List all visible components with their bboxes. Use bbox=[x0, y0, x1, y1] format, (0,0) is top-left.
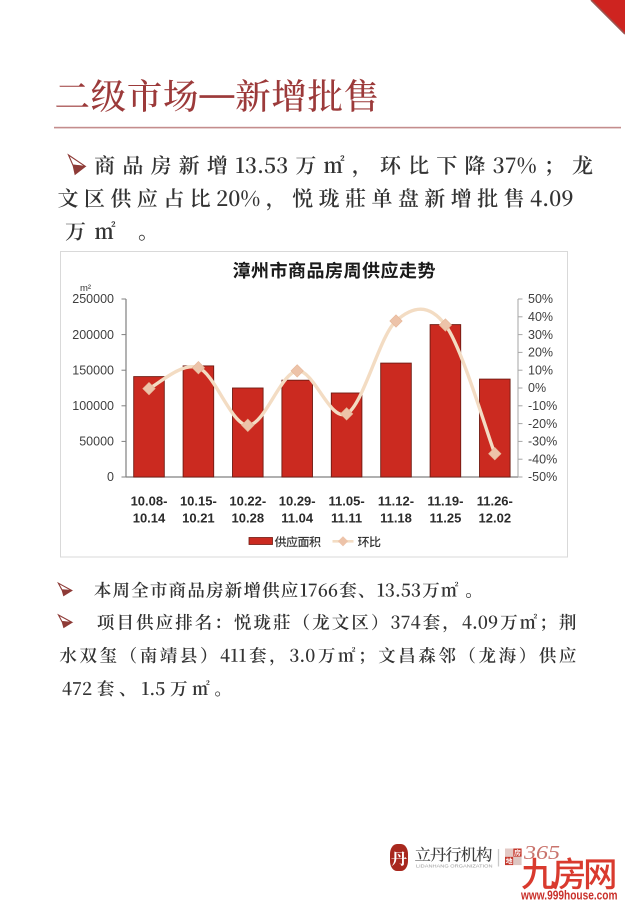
svg-text:30%: 30% bbox=[528, 328, 553, 342]
svg-text:11.04: 11.04 bbox=[281, 511, 314, 526]
svg-text:11.26-: 11.26- bbox=[477, 494, 513, 509]
svg-text:50%: 50% bbox=[528, 292, 553, 306]
svg-text:11.05-: 11.05- bbox=[329, 494, 365, 509]
svg-text:10.22-: 10.22- bbox=[229, 494, 266, 509]
svg-text:10.28: 10.28 bbox=[232, 511, 265, 526]
svg-text:www.999house.com: www.999house.com bbox=[520, 888, 617, 902]
svg-text:10.15-: 10.15- bbox=[180, 494, 217, 509]
svg-text:50000: 50000 bbox=[79, 435, 114, 449]
svg-text:11.25: 11.25 bbox=[429, 511, 461, 526]
svg-text:-10%: -10% bbox=[528, 399, 557, 413]
svg-text:100000: 100000 bbox=[72, 399, 114, 413]
svg-text:-20%: -20% bbox=[528, 417, 557, 431]
svg-text:m²: m² bbox=[80, 283, 91, 294]
svg-text:11.12-: 11.12- bbox=[378, 494, 414, 509]
svg-text:-30%: -30% bbox=[528, 435, 557, 449]
svg-text:12.02: 12.02 bbox=[479, 511, 512, 526]
svg-text:10.21: 10.21 bbox=[182, 511, 215, 526]
svg-text:20%: 20% bbox=[528, 346, 553, 360]
svg-text:-50%: -50% bbox=[528, 470, 557, 484]
svg-text:11.19-: 11.19- bbox=[427, 494, 463, 509]
svg-text:365: 365 bbox=[523, 842, 560, 864]
svg-text:250000: 250000 bbox=[72, 292, 114, 306]
svg-text:10%: 10% bbox=[528, 363, 553, 377]
svg-text:-40%: -40% bbox=[528, 452, 557, 466]
svg-text:150000: 150000 bbox=[72, 363, 114, 377]
svg-text:10.29-: 10.29- bbox=[279, 494, 316, 509]
svg-text:LIDANHANG ORGANIZATION: LIDANHANG ORGANIZATION bbox=[416, 864, 493, 870]
svg-text:40%: 40% bbox=[528, 310, 553, 324]
svg-text:0: 0 bbox=[107, 470, 114, 484]
svg-text:200000: 200000 bbox=[72, 328, 114, 342]
svg-text:10.08-: 10.08- bbox=[131, 494, 168, 509]
svg-text:0%: 0% bbox=[528, 381, 546, 395]
svg-text:11.11: 11.11 bbox=[331, 511, 362, 526]
svg-text:11.18: 11.18 bbox=[380, 511, 412, 526]
svg-text:10.14: 10.14 bbox=[133, 511, 166, 526]
